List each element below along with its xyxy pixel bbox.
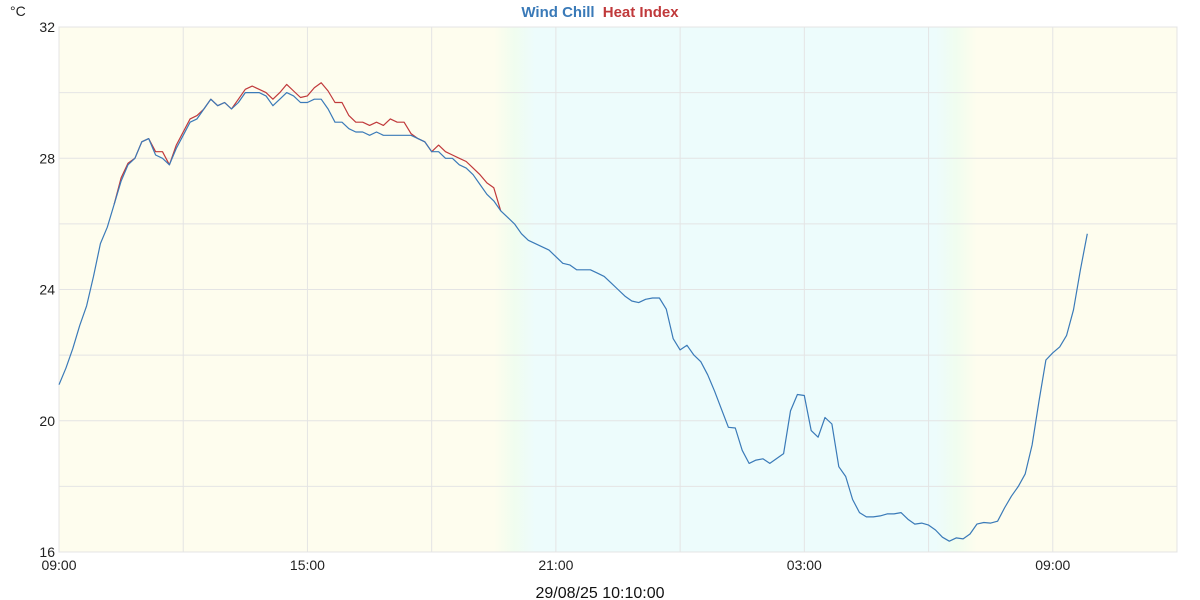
series-line-heat-index [113, 82, 502, 211]
x-tick-label: 09:00 [41, 557, 76, 573]
chart-title: Wind Chill Heat Index [521, 4, 679, 21]
axes: 16 20 24 28 32 09:00 15:00 21:00 03:00 09:00 [39, 19, 1070, 573]
y-tick-label: 28 [39, 150, 55, 166]
x-tick-label: 21:00 [538, 557, 573, 573]
series-group [58, 82, 1088, 542]
x-axis-timestamp: 29/08/25 10:10:00 [535, 585, 664, 600]
y-tick-label: 32 [39, 19, 55, 35]
y-axis-unit: °C [10, 3, 26, 19]
y-tick-label: 20 [39, 413, 55, 429]
y-tick-label: 24 [39, 282, 55, 298]
x-tick-label: 15:00 [290, 557, 325, 573]
legend-wind-chill: Wind Chill [521, 4, 594, 21]
series-line-wind-chill [58, 92, 1088, 542]
legend-heat-index: Heat Index [603, 4, 680, 21]
plot-border [58, 26, 1178, 553]
x-tick-label: 09:00 [1035, 557, 1070, 573]
x-tick-label: 03:00 [787, 557, 822, 573]
y-tick-label: 16 [39, 544, 55, 560]
